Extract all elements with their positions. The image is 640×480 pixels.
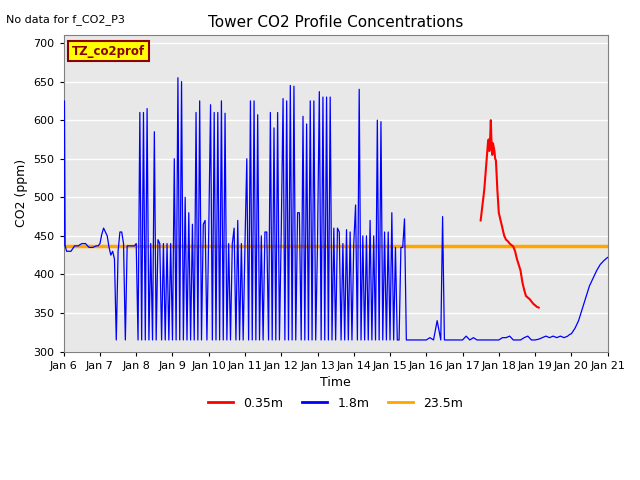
Text: TZ_co2prof: TZ_co2prof <box>72 45 145 58</box>
Y-axis label: CO2 (ppm): CO2 (ppm) <box>15 159 28 228</box>
Text: No data for f_CO2_P3: No data for f_CO2_P3 <box>6 14 125 25</box>
X-axis label: Time: Time <box>320 376 351 389</box>
Legend: 0.35m, 1.8m, 23.5m: 0.35m, 1.8m, 23.5m <box>204 392 468 415</box>
Title: Tower CO2 Profile Concentrations: Tower CO2 Profile Concentrations <box>208 15 463 30</box>
